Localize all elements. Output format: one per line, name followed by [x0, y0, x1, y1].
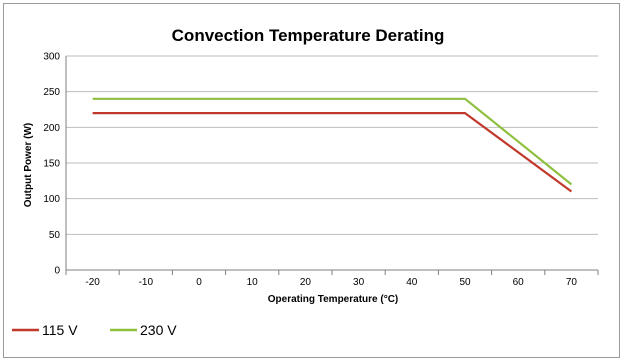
y-tick-label: 250: [43, 87, 60, 98]
legend: 115 V 230 V: [12, 322, 177, 338]
x-tick-label: 50: [459, 277, 471, 288]
chart-frame: [3, 3, 620, 358]
y-tick-label: 300: [43, 52, 60, 63]
x-tick-label: 60: [513, 277, 525, 288]
gridlines: [66, 55, 598, 235]
series-line-0: [92, 111, 573, 193]
chart-title: Convection Temperature Derating: [172, 26, 445, 45]
legend-label-0: 115 V: [42, 322, 78, 338]
y-tick-label: 200: [43, 123, 60, 134]
x-tick-label: 0: [196, 277, 202, 288]
x-tick-labels: -20 -10 0 10 20 30 40 50 60 70: [85, 277, 577, 288]
axes: [65, 56, 599, 275]
x-tick-label: -10: [139, 277, 154, 288]
y-tick-labels: 0 50 100 150 200 250 300: [43, 52, 60, 277]
series-line-1: [92, 97, 573, 186]
y-tick-label: 100: [43, 194, 60, 205]
y-tick-label: 0: [54, 266, 60, 277]
x-tick-label: 70: [566, 277, 578, 288]
x-tick-label: 30: [353, 277, 365, 288]
x-tick-label: 40: [406, 277, 418, 288]
x-tick-label: 10: [247, 277, 259, 288]
y-tick-label: 150: [43, 159, 60, 170]
legend-label-1: 230 V: [140, 322, 177, 338]
x-tick-label: 20: [300, 277, 312, 288]
x-tick-label: -20: [85, 277, 100, 288]
y-axis-label: Output Power (W): [23, 123, 34, 207]
y-tick-label: 50: [49, 230, 61, 241]
series-lines: [92, 97, 573, 193]
x-axis-label: Operating Temperature (°C): [268, 294, 399, 305]
